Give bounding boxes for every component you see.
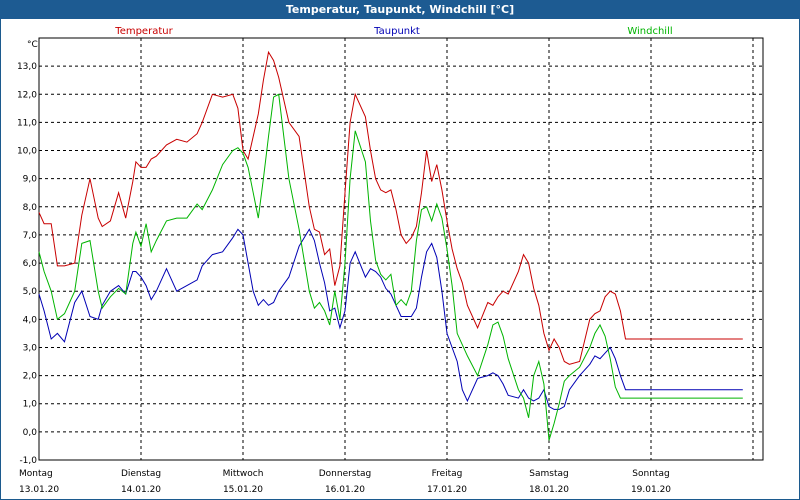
y-axis-unit: °C xyxy=(27,40,38,50)
x-tick-date: 17.01.20 xyxy=(427,485,467,495)
x-tick-date: 14.01.20 xyxy=(121,485,161,495)
y-tick-label: 10,0 xyxy=(17,147,37,157)
x-tick-date: 15.01.20 xyxy=(223,485,263,495)
x-tick-day: Mittwoch xyxy=(223,469,264,479)
y-tick-label: 13,0 xyxy=(17,62,37,72)
series-line-taupunkt xyxy=(38,228,743,410)
x-tick-day: Freitag xyxy=(432,469,463,479)
y-tick-label: 2,0 xyxy=(23,372,38,382)
y-tick-label: 3,0 xyxy=(23,343,38,353)
plot-frame xyxy=(38,37,764,461)
legend-windchill: Windchill xyxy=(627,26,672,37)
y-tick-label: 0,0 xyxy=(23,428,38,438)
x-tick-date: 16.01.20 xyxy=(325,485,365,495)
grid xyxy=(39,38,763,460)
legend-taupunkt: Taupunkt xyxy=(373,26,420,37)
y-tick-label: 9,0 xyxy=(23,175,38,185)
x-tick-date: 13.01.20 xyxy=(19,485,59,495)
x-tick-day: Dienstag xyxy=(121,469,161,479)
x-tick-day: Samstag xyxy=(529,469,568,479)
y-tick-label: 5,0 xyxy=(23,287,38,297)
y-tick-labels: -1,0 0,0 1,0 2,0 3,0 4,0 5,0 6,0 7,0 8,0 9,0 10,0 11… xyxy=(17,62,37,466)
x-tick-labels: Montag 13.01.20 Dienstag 14.01.20 Mittwoch 15… xyxy=(19,469,671,495)
series-line-windchill xyxy=(38,93,743,441)
window-title: Temperatur, Taupunkt, Windchill [°C] xyxy=(0,0,800,19)
x-tick-day: Montag xyxy=(19,469,53,479)
x-tick-day: Donnerstag xyxy=(319,469,372,479)
series-line-temperatur xyxy=(38,50,743,365)
y-tick-label: 4,0 xyxy=(23,315,38,325)
y-tick-label: 12,0 xyxy=(17,90,37,100)
y-tick-label: 11,0 xyxy=(17,118,37,128)
legend-temperatur: Temperatur xyxy=(114,26,173,37)
y-tick-label: 1,0 xyxy=(23,400,38,410)
y-tick-label: 7,0 xyxy=(23,231,38,241)
series-lines xyxy=(38,50,743,441)
y-tick-label: -1,0 xyxy=(19,456,37,466)
y-tick-label: 8,0 xyxy=(23,203,38,213)
x-tick-date: 18.01.20 xyxy=(529,485,569,495)
x-tick-date: 19.01.20 xyxy=(631,485,671,495)
x-tick-day: Sonntag xyxy=(632,469,669,479)
y-tick-label: 6,0 xyxy=(23,259,38,269)
